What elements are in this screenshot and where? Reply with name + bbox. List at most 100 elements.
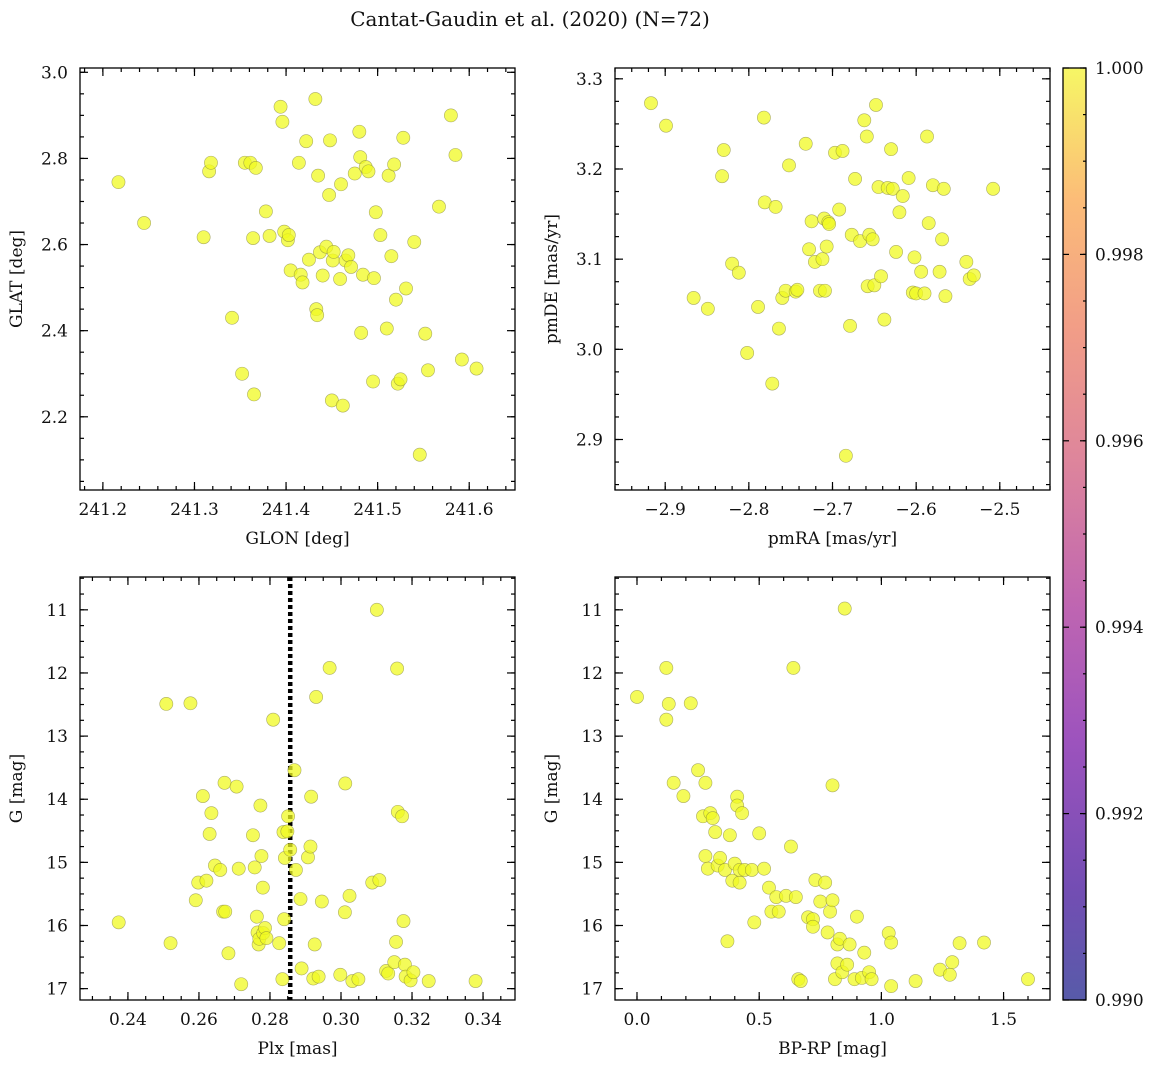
y-axis-label: pmDE [mas/yr] <box>542 214 562 344</box>
data-point <box>661 697 676 711</box>
data-point <box>412 447 427 462</box>
data-point <box>369 602 384 617</box>
data-point <box>432 199 446 214</box>
x-axis-label: pmRA [mas/yr] <box>768 529 897 549</box>
data-point <box>720 934 735 949</box>
data-point <box>813 894 828 909</box>
data-point <box>691 763 705 778</box>
data-point <box>936 181 951 196</box>
data-point <box>333 272 347 286</box>
panel-cmd: 0.0 0.5 1.0 1.5 11 12 13 14 15 16 17 BP-RP [mag] G [… <box>542 576 1051 1059</box>
data-point <box>231 861 246 876</box>
data-point <box>295 275 310 290</box>
data-point <box>938 289 953 304</box>
data-point <box>818 875 833 890</box>
data-point <box>907 250 922 265</box>
data-point <box>322 661 337 675</box>
data-point <box>344 260 358 274</box>
y-tick-label: 11 <box>581 601 603 621</box>
data-point <box>221 946 236 961</box>
data-point <box>857 113 872 128</box>
data-point <box>396 914 411 928</box>
y-tick-label: 13 <box>581 727 603 747</box>
data-point <box>959 254 974 269</box>
data-point <box>248 161 263 175</box>
colorbar-tick-label: 0.998 <box>1095 245 1144 265</box>
x-axis-label: Plx [mas] <box>257 1039 337 1059</box>
x-tick-label: 0.24 <box>109 1010 147 1030</box>
panel-glon-glat: 241.2 241.3 241.4 241.5 241.6 2.2 2.4 2.6 2.8 3.0… <box>7 63 516 549</box>
data-point <box>747 915 762 930</box>
data-point <box>901 171 916 185</box>
data-point <box>367 271 381 286</box>
data-point <box>326 244 341 259</box>
data-point <box>889 245 903 259</box>
data-point <box>341 248 356 263</box>
data-point <box>366 374 380 389</box>
x-tick-label: 241.4 <box>262 500 311 520</box>
data-point <box>229 779 244 794</box>
chart-title: Cantat-Gaudin et al. (2020) (N=72) <box>350 7 710 31</box>
data-point <box>255 880 270 895</box>
data-point <box>731 265 746 280</box>
data-point <box>281 228 296 242</box>
x-tick-label: −2.6 <box>896 500 937 520</box>
data-point <box>786 661 801 675</box>
data-point <box>418 326 433 341</box>
data-point <box>857 945 872 960</box>
data-point <box>468 974 483 988</box>
data-point <box>311 969 326 984</box>
data-point <box>275 114 290 129</box>
y-tick-label: 3.0 <box>576 340 603 360</box>
data-point <box>294 961 309 976</box>
data-point <box>247 860 262 875</box>
data-point <box>277 912 292 927</box>
data-point <box>683 696 698 711</box>
y-tick-label: 14 <box>46 790 68 810</box>
data-point <box>302 252 316 267</box>
data-point <box>399 281 413 296</box>
data-point <box>280 824 295 839</box>
y-tick-label: 3.2 <box>576 160 603 180</box>
data-point <box>448 148 463 162</box>
data-point <box>869 98 883 112</box>
data-point <box>218 904 233 919</box>
data-point <box>266 712 281 727</box>
data-point <box>217 775 232 790</box>
y-tick-label: 3.0 <box>41 63 68 83</box>
data-point <box>253 798 268 813</box>
data-point <box>246 828 260 843</box>
data-point <box>762 880 776 895</box>
data-point <box>666 775 681 790</box>
data-point <box>202 827 217 841</box>
y-tick-label: 2.4 <box>41 322 68 342</box>
data-point <box>163 936 178 951</box>
data-point <box>259 931 274 946</box>
data-point <box>137 216 152 230</box>
data-point <box>379 321 394 336</box>
data-point <box>659 118 673 133</box>
data-point <box>908 974 923 988</box>
data-point <box>757 110 771 125</box>
data-point <box>892 205 907 220</box>
x-tick-label: 0.5 <box>746 1010 773 1030</box>
data-point <box>966 268 981 283</box>
data-point <box>700 301 715 316</box>
x-tick-label: −2.9 <box>645 500 686 520</box>
x-tick-label: 0.34 <box>464 1010 502 1030</box>
y-tick-label: 2.6 <box>41 236 68 256</box>
data-point <box>945 955 960 970</box>
data-point <box>659 661 674 675</box>
data-point <box>283 842 298 857</box>
data-point <box>895 189 910 203</box>
data-point <box>825 778 840 793</box>
x-tick-label: 0.28 <box>251 1010 289 1030</box>
x-tick-label: 0.32 <box>393 1010 431 1030</box>
data-point <box>1021 972 1035 987</box>
y-tick-label: 15 <box>581 853 603 873</box>
data-point <box>823 904 837 919</box>
x-tick-label: −2.7 <box>812 500 853 520</box>
data-point <box>676 789 691 803</box>
data-point <box>802 242 816 257</box>
data-point <box>273 99 288 114</box>
